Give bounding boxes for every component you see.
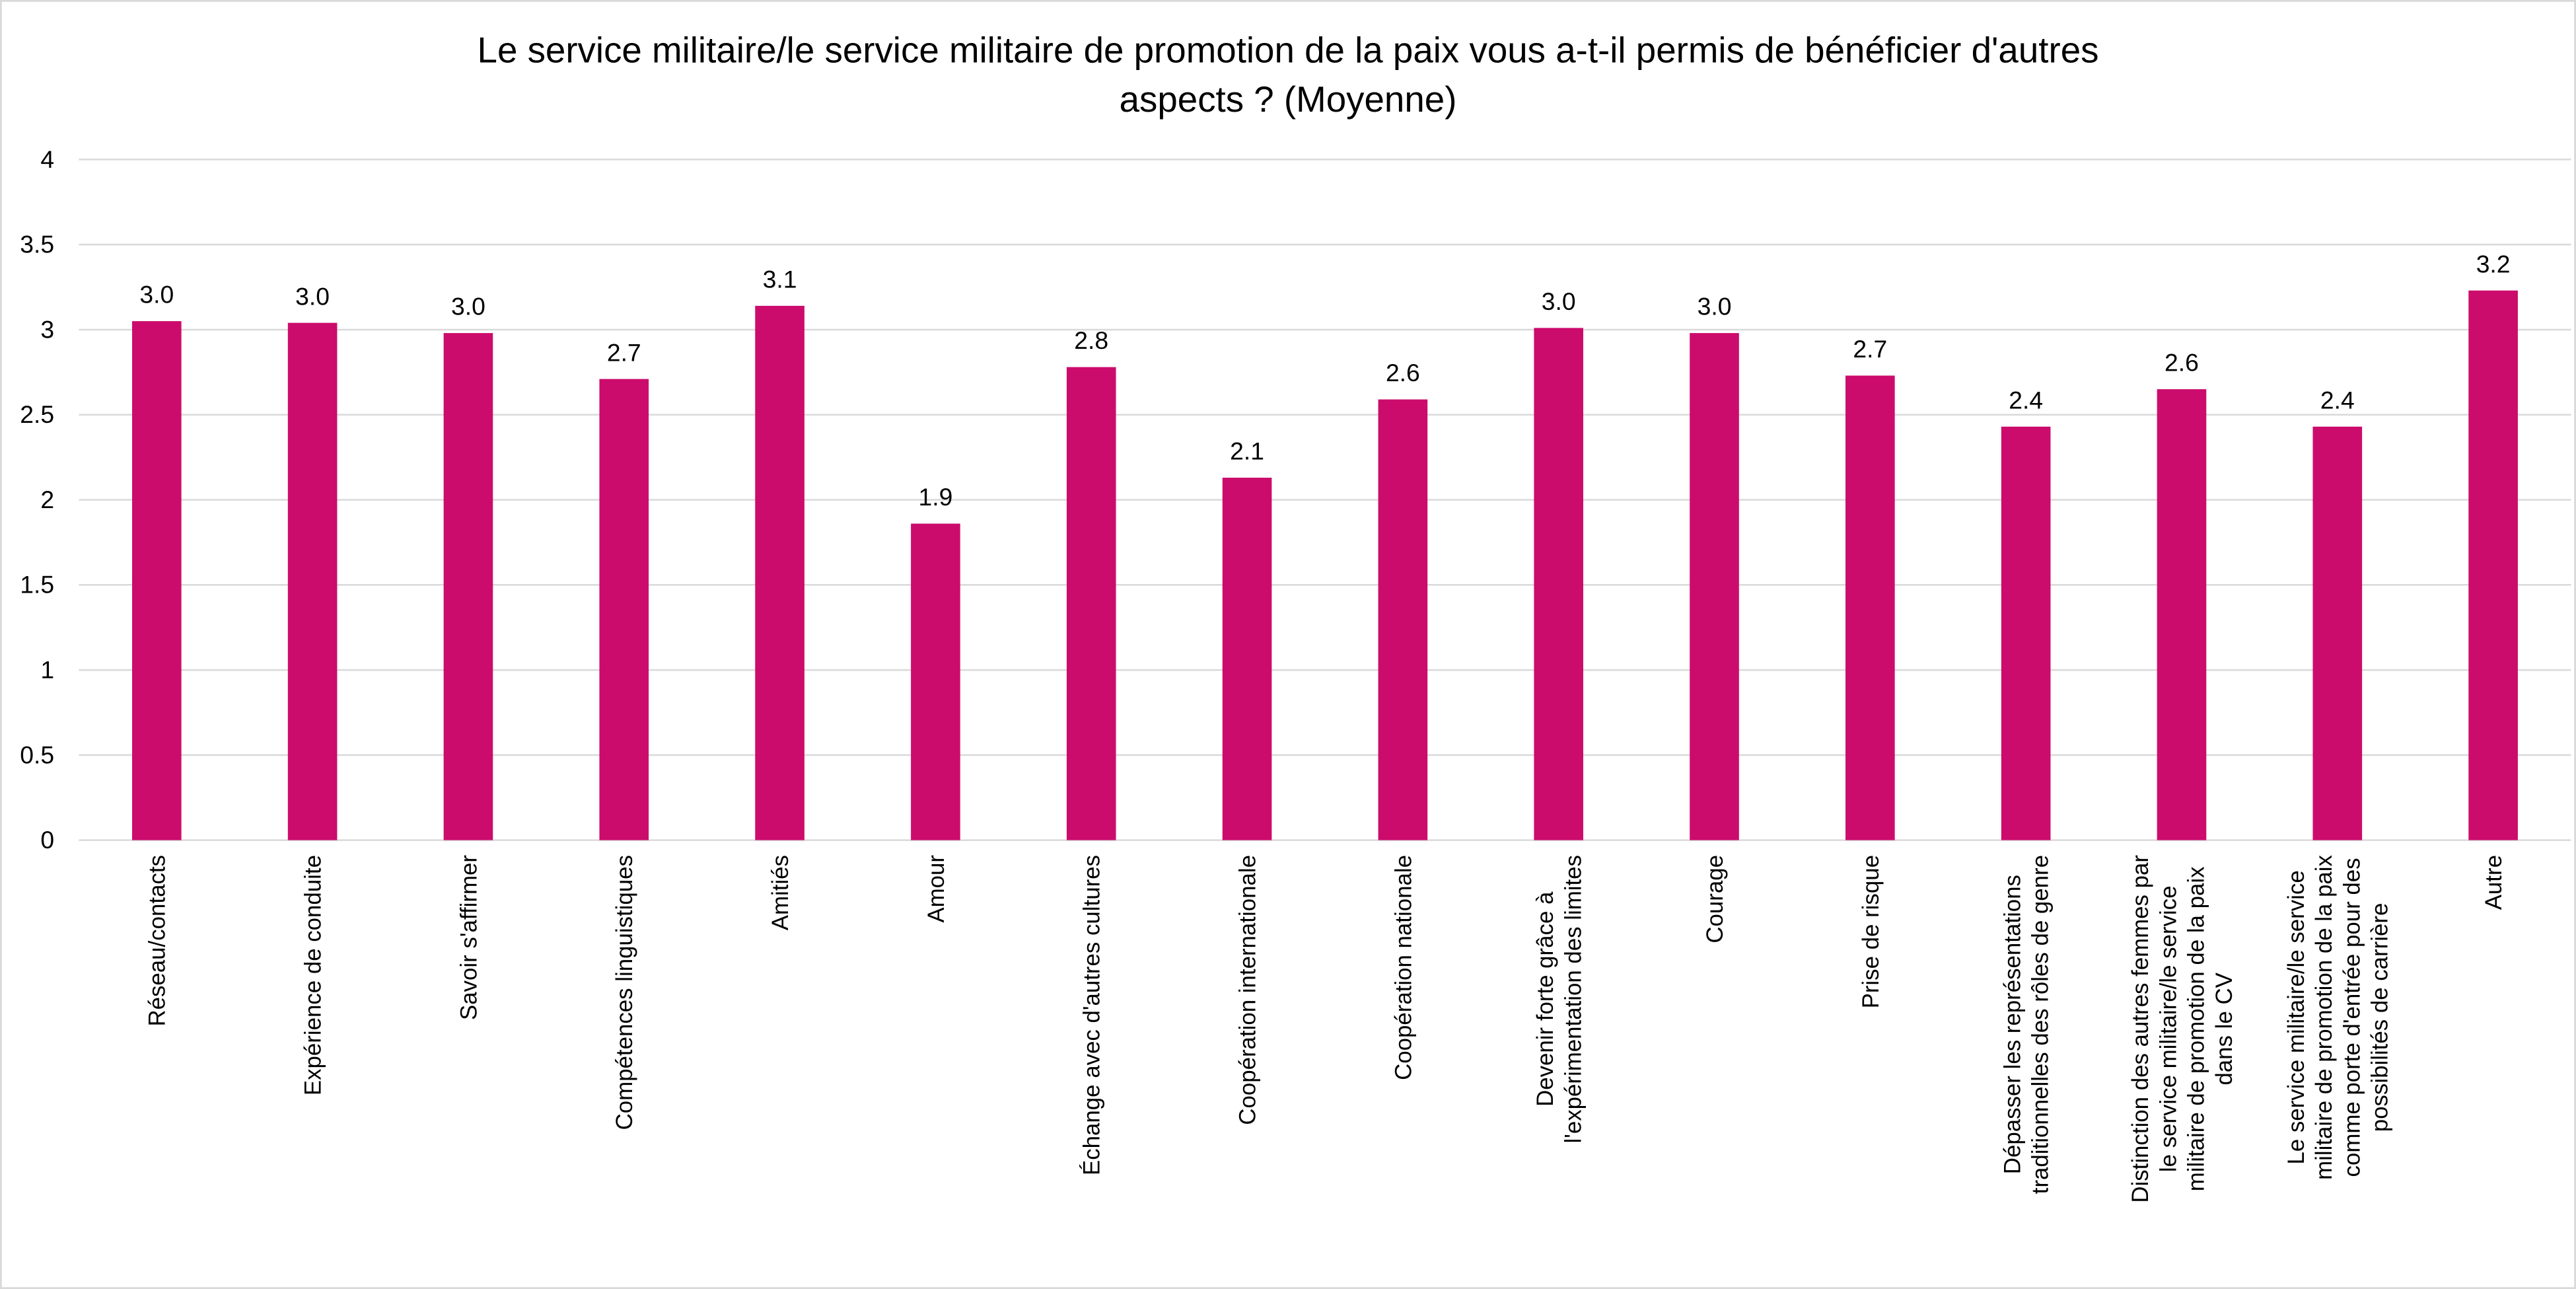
x-axis-label: Dépasser les représentations traditionnel… xyxy=(1999,855,2053,1194)
x-axis-label: Expérience de conduite xyxy=(301,855,326,1095)
x-axis-label-line: le service militaire/le service xyxy=(2155,886,2181,1173)
data-label: 2.7 xyxy=(607,338,641,366)
bar xyxy=(443,333,493,840)
bar xyxy=(2157,389,2207,840)
x-axis-labels: Réseau/contacts Expérience de conduite Sav… xyxy=(145,854,2507,1202)
x-axis-label-line: dans le CV xyxy=(2211,972,2237,1085)
x-axis-label-line: l'expérimentation des limites xyxy=(1560,855,1586,1144)
bar xyxy=(131,321,182,840)
bar xyxy=(2001,426,2051,840)
bar xyxy=(599,379,649,840)
data-labels: 3.0 3.0 3.0 2.7 3.1 1.9 2.8 2.1 2.6 3.0 3.0 2.7 2.4 2… xyxy=(139,250,2510,511)
data-label: 3.0 xyxy=(1698,293,1732,320)
gridlines xyxy=(79,159,2571,841)
y-tick-label: 0 xyxy=(40,826,54,854)
x-axis-label: Coopération internationale xyxy=(1234,855,1260,1125)
y-tick-label: 3.5 xyxy=(20,231,54,258)
x-axis-label: Compétences linguistiques xyxy=(612,855,637,1130)
data-label: 2.8 xyxy=(1074,326,1108,354)
bar xyxy=(1066,367,1116,840)
x-axis-label-line: Courage xyxy=(1702,855,1728,943)
data-label: 2.1 xyxy=(1230,437,1264,465)
data-label: 2.7 xyxy=(1853,335,1887,363)
x-axis-label-line: Échange avec d'autres cultures xyxy=(1079,855,1105,1175)
bar xyxy=(2468,290,2518,840)
x-axis-label-line: Devenir forte grâce à xyxy=(1532,891,1558,1107)
x-axis-label-line: traditionnelles des rôles de genre xyxy=(2028,855,2054,1194)
x-axis-label: Savoir s'affirmer xyxy=(456,855,482,1020)
data-label: 3.2 xyxy=(2476,250,2511,277)
x-axis-label-line: Coopération nationale xyxy=(1390,855,1416,1080)
data-label: 3.0 xyxy=(295,282,330,310)
x-axis-label-line: Coopération internationale xyxy=(1234,855,1260,1125)
y-tick-label: 2 xyxy=(40,486,54,513)
y-tick-label: 3 xyxy=(40,315,54,343)
chart-title-line-2: aspects ? (Moyenne) xyxy=(1120,79,1457,120)
chart-title-line-1: Le service militaire/le service militair… xyxy=(478,30,2099,71)
data-label: 2.4 xyxy=(2320,386,2355,414)
x-axis-label: Échange avec d'autres cultures xyxy=(1079,855,1105,1175)
x-axis-label: Amour xyxy=(923,855,949,923)
bar xyxy=(911,523,960,840)
bar xyxy=(2312,426,2363,840)
y-axis-ticks: 0 0.5 1 1.5 2 2.5 3 3.5 4 xyxy=(20,145,54,854)
bars xyxy=(131,290,2518,840)
x-axis-label-line: Le service militaire/le service xyxy=(2283,870,2309,1164)
x-axis-label-line: comme porte d'entrée pour des xyxy=(2339,858,2365,1177)
x-axis-label-line: Réseau/contacts xyxy=(145,855,170,1027)
data-label: 3.0 xyxy=(139,281,174,309)
x-axis-label: Prise de risque xyxy=(1858,855,1884,1008)
data-label: 3.1 xyxy=(763,266,797,293)
data-label: 1.9 xyxy=(918,483,952,511)
x-axis-label-line: Dépasser les représentations xyxy=(1999,875,2025,1174)
x-axis-label-line: Savoir s'affirmer xyxy=(456,855,482,1020)
y-tick-label: 1.5 xyxy=(20,571,54,599)
bar xyxy=(1534,328,1584,840)
x-axis-label-line: Distinction des autres femmes par xyxy=(2128,855,2153,1203)
x-axis-label-line: militaire de promotion de la paix xyxy=(2184,866,2209,1191)
x-axis-label-line: Compétences linguistiques xyxy=(612,855,637,1130)
x-axis-label: Devenir forte grâce à l'expérimentation d… xyxy=(1532,855,1586,1144)
data-label: 2.6 xyxy=(1386,359,1420,387)
x-axis-label: Distinction des autres femmes par le serv… xyxy=(2128,855,2237,1203)
data-label: 3.0 xyxy=(451,293,485,320)
bar xyxy=(755,305,805,840)
data-label: 3.0 xyxy=(1542,287,1576,315)
x-axis-label-line: Prise de risque xyxy=(1858,855,1884,1008)
data-label: 2.6 xyxy=(2165,349,2199,377)
x-axis-label: Courage xyxy=(1702,855,1728,943)
x-axis-label-line: Amitiés xyxy=(768,855,793,930)
x-axis-label-line: Autre xyxy=(2481,855,2507,910)
x-axis-label: Le service militaire/le service militaire… xyxy=(2283,854,2393,1179)
y-tick-label: 4 xyxy=(40,145,54,173)
x-axis-label: Amitiés xyxy=(768,855,793,930)
x-axis-label-line: Amour xyxy=(923,855,949,923)
bar xyxy=(287,322,338,840)
bar xyxy=(1222,478,1272,840)
x-axis-label-line: possibilités de carrière xyxy=(2367,903,2393,1132)
bar xyxy=(1378,399,1428,840)
x-axis-label: Autre xyxy=(2481,855,2507,910)
y-tick-label: 2.5 xyxy=(20,400,54,428)
bar xyxy=(1845,375,1895,840)
y-tick-label: 1 xyxy=(40,656,54,684)
data-label: 2.4 xyxy=(2009,386,2043,414)
x-axis-label: Coopération nationale xyxy=(1390,855,1416,1080)
y-tick-label: 0.5 xyxy=(20,741,54,768)
x-axis-label: Réseau/contacts xyxy=(145,855,170,1027)
bar xyxy=(1690,333,1739,840)
x-axis-label-line: militaire de promotion de la paix xyxy=(2311,854,2337,1179)
x-axis-label-line: Expérience de conduite xyxy=(301,855,326,1095)
